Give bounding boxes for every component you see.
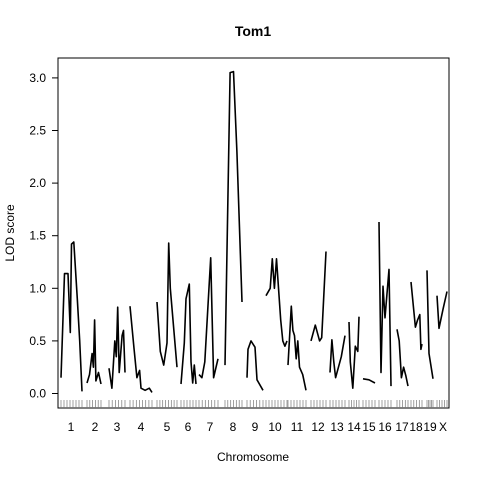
chromosome-label: 5: [164, 420, 171, 434]
lod-lines: [60, 70, 448, 393]
y-axis-label: LOD score: [3, 204, 17, 262]
chromosome-label: 1: [68, 420, 75, 434]
y-tick-label: 1.0: [29, 281, 46, 295]
lod-line-chr-14: [348, 316, 360, 390]
marker-rug: [60, 400, 448, 408]
chromosome-label: 6: [185, 420, 192, 434]
chromosome-label: 4: [138, 420, 145, 434]
lod-line-chr-17: [396, 329, 409, 387]
chromosome-label: 7: [207, 420, 214, 434]
y-tick-label: 2.5: [29, 124, 46, 138]
chromosome-label: 12: [311, 420, 325, 434]
lod-line-chr-10: [265, 257, 288, 348]
y-tick-label: 2.0: [29, 176, 46, 190]
lod-line-chr-11: [287, 305, 307, 391]
chromosome-label: 18: [409, 420, 423, 434]
lod-line-chr-1: [60, 241, 83, 392]
lod-line-chr-2: [86, 319, 102, 385]
lod-line-chr-16: [378, 221, 392, 387]
x-axis: 1 2 3 4 5 6 7 8 9 10 11 12 13 14 15 16 17 18 19 X: [68, 420, 447, 434]
chromosome-label: 11: [291, 420, 304, 434]
y-tick-label: 3.0: [29, 71, 46, 85]
y-tick-label: 0.0: [29, 387, 46, 401]
lod-line-chr-15: [362, 378, 376, 384]
chromosome-label: 15: [362, 420, 376, 434]
x-axis-label: Chromosome: [217, 450, 289, 464]
chromosome-label: 16: [378, 420, 392, 434]
chromosome-label: X: [439, 420, 447, 434]
lod-line-chr-8: [224, 70, 243, 366]
lod-line-chr-13: [329, 335, 346, 379]
chromosome-label: 3: [114, 420, 121, 434]
y-tick-label: 1.5: [29, 229, 46, 243]
lod-line-chr-9: [246, 340, 264, 391]
lod-line-chr-18: [410, 281, 423, 351]
chromosome-label: 17: [395, 420, 409, 434]
chromosome-label: 14: [347, 420, 361, 434]
y-axis: 0.0 0.5 1.0 1.5 2.0 2.5 3.0: [29, 71, 59, 401]
lod-line-chr-4: [129, 306, 153, 393]
lod-line-chr-5: [156, 242, 178, 368]
lod-line-chr-3: [108, 306, 126, 390]
lod-line-chr-6: [180, 283, 197, 385]
chromosome-label: 8: [230, 420, 237, 434]
chromosome-label: 2: [92, 420, 99, 434]
y-tick-label: 0.5: [29, 334, 46, 348]
chromosome-label: 13: [330, 420, 344, 434]
lod-line-chr-7: [198, 256, 219, 379]
lod-line-chr-19: [426, 270, 434, 379]
chromosome-label: 19: [423, 420, 437, 434]
lod-line-chr-X: [436, 291, 448, 330]
chromosome-label: 9: [252, 420, 259, 434]
chart-title: Tom1: [235, 23, 272, 39]
lod-line-chr-12: [310, 251, 327, 342]
chromosome-label: 10: [268, 420, 282, 434]
